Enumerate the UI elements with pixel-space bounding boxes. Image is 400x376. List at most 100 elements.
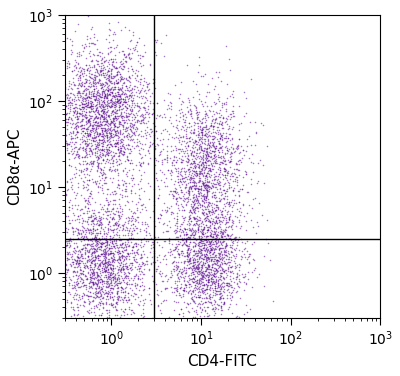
Point bbox=[117, 130, 124, 136]
Point bbox=[81, 264, 88, 270]
Point bbox=[66, 162, 72, 168]
Point bbox=[92, 261, 99, 267]
Point bbox=[183, 336, 190, 342]
Point bbox=[107, 262, 113, 268]
Point bbox=[92, 294, 99, 300]
Point bbox=[152, 123, 158, 129]
Point bbox=[92, 214, 99, 220]
Point bbox=[99, 136, 106, 143]
Point bbox=[194, 197, 200, 203]
Point bbox=[136, 89, 143, 95]
Point bbox=[78, 192, 85, 198]
Point bbox=[207, 285, 213, 291]
Point bbox=[92, 257, 98, 263]
Point bbox=[213, 233, 219, 239]
Point bbox=[70, 112, 76, 118]
Point bbox=[219, 100, 225, 106]
Point bbox=[97, 77, 103, 83]
Point bbox=[26, 59, 32, 65]
Point bbox=[125, 130, 132, 136]
Point bbox=[101, 54, 108, 60]
Point bbox=[144, 258, 150, 264]
Point bbox=[182, 253, 188, 259]
Point bbox=[95, 276, 101, 282]
Point bbox=[64, 187, 70, 193]
Point bbox=[96, 260, 103, 266]
Point bbox=[186, 255, 193, 261]
Point bbox=[78, 108, 85, 114]
Point bbox=[217, 144, 224, 150]
Point bbox=[216, 118, 223, 124]
Point bbox=[82, 282, 88, 288]
Point bbox=[185, 279, 191, 285]
Point bbox=[179, 248, 186, 254]
Point bbox=[103, 76, 109, 82]
Point bbox=[79, 122, 85, 128]
Point bbox=[196, 256, 202, 262]
Point bbox=[194, 172, 200, 178]
Point bbox=[112, 257, 118, 263]
Point bbox=[189, 183, 196, 189]
Point bbox=[103, 195, 110, 201]
Point bbox=[107, 86, 114, 92]
Point bbox=[190, 142, 196, 148]
Point bbox=[117, 137, 123, 143]
Point bbox=[202, 141, 208, 147]
Point bbox=[214, 301, 220, 307]
Point bbox=[108, 301, 114, 307]
Point bbox=[212, 229, 218, 235]
Point bbox=[212, 143, 219, 149]
Point bbox=[182, 171, 188, 177]
Point bbox=[88, 40, 94, 46]
Point bbox=[80, 145, 86, 151]
Point bbox=[199, 285, 205, 291]
Point bbox=[91, 318, 97, 324]
Point bbox=[126, 54, 132, 60]
Point bbox=[141, 286, 147, 292]
Point bbox=[64, 147, 70, 153]
Point bbox=[138, 320, 144, 326]
Point bbox=[83, 292, 90, 298]
Point bbox=[214, 123, 220, 129]
Point bbox=[112, 168, 118, 174]
Point bbox=[89, 290, 96, 296]
Point bbox=[106, 130, 113, 136]
Point bbox=[226, 235, 232, 241]
Point bbox=[128, 218, 134, 224]
Point bbox=[99, 82, 105, 88]
Point bbox=[152, 162, 158, 168]
Point bbox=[167, 224, 174, 230]
Point bbox=[79, 293, 85, 299]
Point bbox=[188, 226, 195, 232]
Point bbox=[210, 250, 216, 256]
Point bbox=[125, 142, 132, 148]
Point bbox=[79, 134, 85, 140]
Point bbox=[186, 183, 193, 189]
Point bbox=[234, 166, 240, 172]
Point bbox=[121, 295, 128, 301]
Point bbox=[98, 108, 104, 114]
Point bbox=[93, 102, 99, 108]
Point bbox=[84, 143, 90, 149]
Point bbox=[98, 239, 105, 245]
Point bbox=[139, 53, 145, 59]
Point bbox=[148, 260, 154, 266]
Point bbox=[83, 86, 90, 92]
Point bbox=[91, 65, 98, 71]
Point bbox=[213, 291, 220, 297]
Point bbox=[120, 223, 126, 229]
Point bbox=[182, 270, 188, 276]
Point bbox=[119, 254, 125, 260]
Point bbox=[109, 127, 115, 133]
Point bbox=[88, 93, 94, 99]
Point bbox=[59, 79, 66, 85]
Point bbox=[71, 110, 77, 116]
Point bbox=[199, 275, 205, 281]
Point bbox=[74, 113, 81, 119]
Point bbox=[104, 276, 110, 282]
Point bbox=[76, 231, 82, 237]
Point bbox=[92, 216, 99, 222]
Point bbox=[96, 262, 102, 268]
Point bbox=[203, 173, 210, 179]
Point bbox=[200, 210, 206, 216]
